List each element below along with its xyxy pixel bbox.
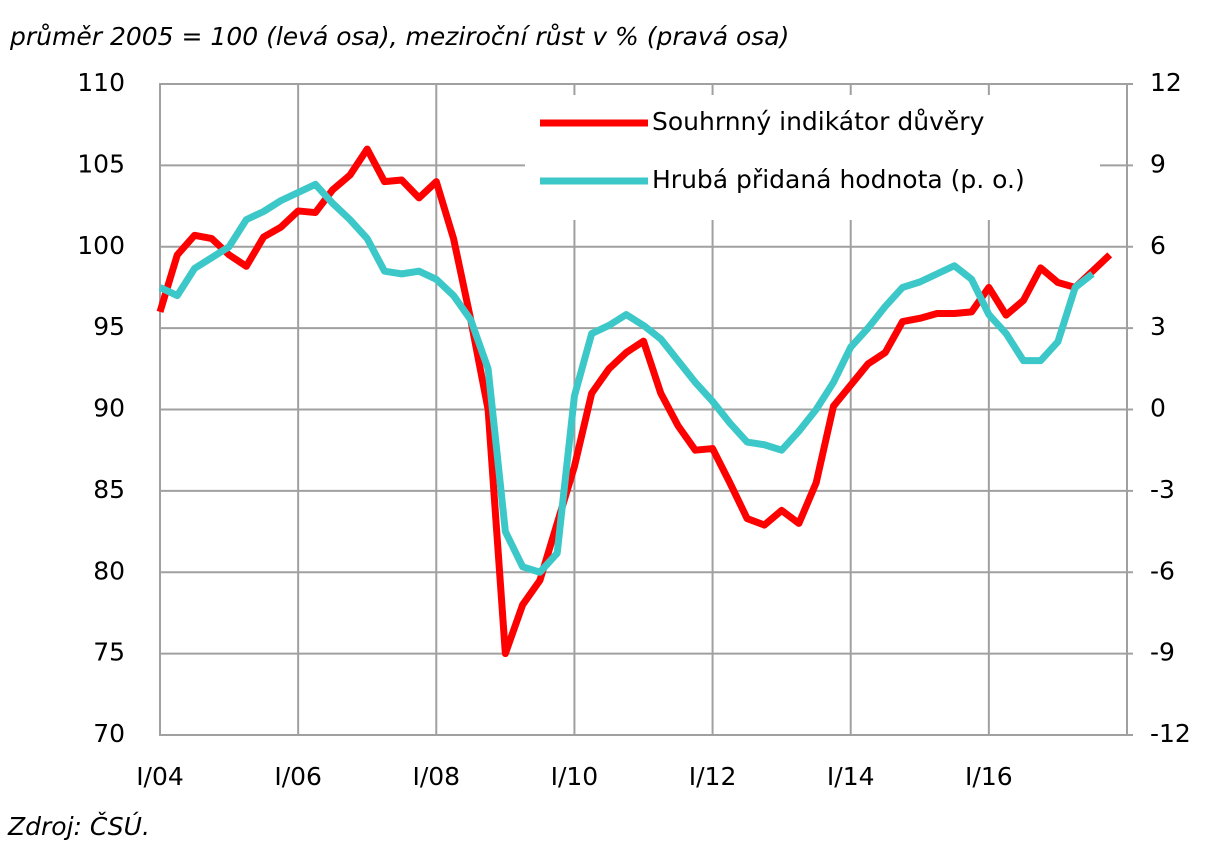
x-tick-label: I/04 [136,762,184,791]
x-tick-label: I/10 [551,762,599,791]
y-tick-label: 85 [93,475,125,504]
y-tick-label: 70 [93,719,125,748]
x-tick-label: I/08 [412,762,460,791]
y2-tick-label: -9 [1150,638,1175,667]
y-tick-label: 95 [93,312,125,341]
y-tick-label: 75 [93,638,125,667]
plot-border [159,83,1128,736]
y-tick-label: 110 [77,68,125,97]
y2-tick-label: 3 [1150,312,1166,341]
y-tick-label: 80 [93,556,125,585]
legend-label: Hrubá přidaná hodnota (p. o.) [652,165,1025,194]
legend-box [525,95,1100,220]
x-tick-label: I/16 [965,762,1013,791]
y2-tick-label: 6 [1150,231,1166,260]
y2-tick-label: -6 [1150,556,1175,585]
y-tick-label: 100 [77,231,125,260]
x-tick-label: I/12 [689,762,737,791]
y2-tick-label: 12 [1150,68,1182,97]
series-line [158,180,1095,576]
x-tick-label: I/14 [827,762,875,791]
series-line [156,145,1113,658]
legend-label: Souhrnný indikátor důvěry [652,107,985,136]
chart-title: průměr 2005 = 100 (levá osa), meziroční … [9,22,789,51]
y2-tick-label: 9 [1150,149,1166,178]
y-tick-label: 90 [93,394,125,423]
source-note: Zdroj: ČSÚ. [7,811,150,841]
y2-tick-label: -3 [1150,475,1175,504]
y2-tick-label: 0 [1150,394,1166,423]
x-tick-label: I/06 [274,762,322,791]
y-tick-label: 105 [77,149,125,178]
y2-tick-label: -12 [1150,719,1191,748]
